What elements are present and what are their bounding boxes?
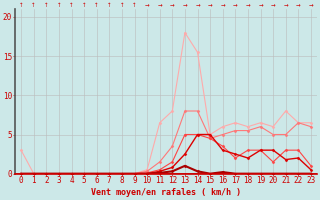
X-axis label: Vent moyen/en rafales ( km/h ): Vent moyen/en rafales ( km/h ) [91, 188, 241, 197]
